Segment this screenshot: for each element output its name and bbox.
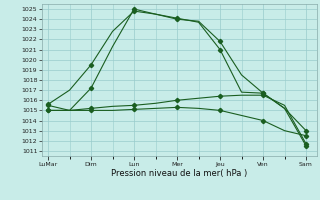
X-axis label: Pression niveau de la mer( hPa ): Pression niveau de la mer( hPa ) [111,169,247,178]
